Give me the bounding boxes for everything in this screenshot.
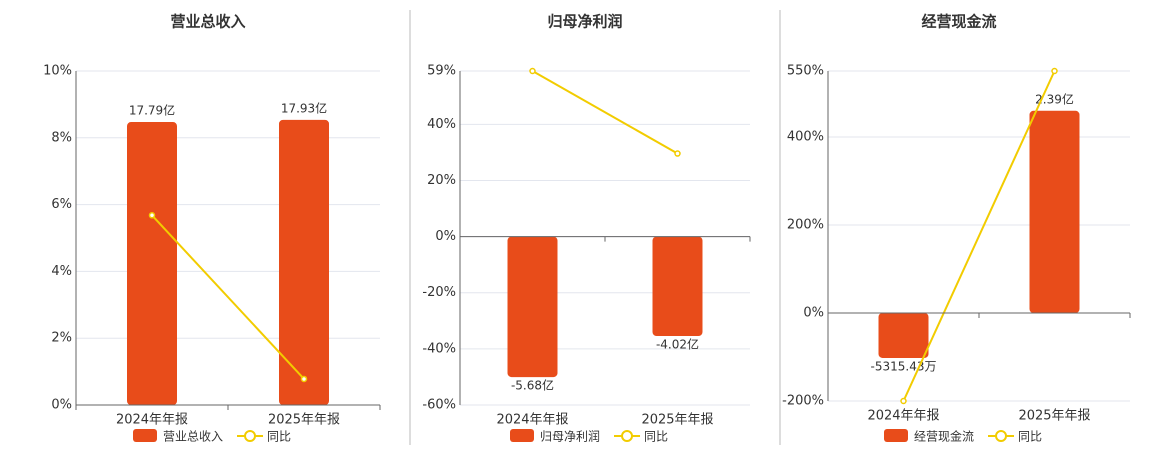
bar	[127, 122, 177, 405]
legend-label: 经营现金流	[914, 429, 974, 444]
x-tick-label: 2024年年报	[116, 413, 188, 428]
line-point	[1051, 67, 1058, 75]
chart-title: 归母净利润	[547, 13, 622, 31]
line-point	[148, 212, 156, 219]
y-tick-label: 10%	[43, 64, 72, 79]
bar	[1029, 110, 1080, 314]
bar-label: 17.79亿	[129, 103, 175, 118]
legend-swatch	[884, 429, 908, 442]
line	[151, 214, 305, 380]
chart-title: 营业总收入	[170, 13, 245, 31]
y-tick-label: 0%	[803, 306, 824, 321]
bar-label: 2.39亿	[1035, 91, 1074, 106]
bar-label: -5.68亿	[511, 378, 554, 393]
bar	[652, 236, 703, 337]
legend-label: 同比	[267, 430, 291, 444]
y-tick-label: 2%	[51, 331, 72, 346]
y-tick-label: 59%	[427, 64, 456, 79]
legend-swatch	[995, 430, 1008, 442]
x-tick-label: 2024年年报	[867, 409, 939, 424]
line-point	[529, 67, 536, 75]
legend-label: 同比	[644, 430, 668, 444]
bar	[878, 313, 929, 358]
bar-label: -4.02亿	[656, 337, 699, 352]
y-tick-label: 200%	[787, 218, 824, 233]
y-tick-label: 550%	[787, 64, 824, 79]
line	[902, 70, 1056, 402]
y-tick-label: -20%	[422, 285, 456, 300]
y-tick-label: -60%	[422, 398, 456, 413]
legend-label: 归母净利润	[540, 430, 600, 444]
line-point	[300, 375, 308, 383]
y-tick-label: 6%	[51, 197, 72, 212]
line	[532, 70, 678, 155]
x-tick-label: 2024年年报	[496, 413, 568, 428]
y-tick-label: 20%	[427, 173, 456, 188]
x-tick-label: 2025年年报	[641, 413, 713, 428]
legend-swatch	[133, 429, 157, 442]
bar-label: 17.93亿	[281, 100, 327, 115]
y-tick-label: 0%	[435, 229, 456, 244]
legend-label: 营业总收入	[163, 430, 223, 444]
y-tick-label: 8%	[51, 130, 72, 145]
bar	[507, 236, 558, 378]
legend-swatch	[510, 429, 534, 442]
y-tick-label: 400%	[787, 130, 824, 145]
x-tick-label: 2025年年报	[268, 413, 340, 428]
line-point	[674, 150, 681, 157]
x-tick-label: 2025年年报	[1018, 409, 1090, 424]
y-tick-label: -40%	[422, 341, 456, 356]
chart-title: 经营现金流	[921, 13, 996, 31]
line-point	[900, 397, 907, 405]
y-tick-label: 0%	[51, 398, 72, 413]
bar	[279, 119, 329, 405]
y-tick-label: 4%	[51, 264, 72, 279]
legend-swatch	[621, 430, 634, 442]
bar-label: -5315.43万	[871, 359, 937, 373]
y-tick-label: 40%	[427, 117, 456, 132]
legend-label: 同比	[1018, 430, 1042, 444]
legend-swatch	[244, 430, 257, 442]
y-tick-label: -200%	[782, 394, 824, 409]
